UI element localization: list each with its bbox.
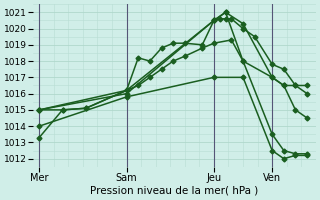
X-axis label: Pression niveau de la mer( hPa ): Pression niveau de la mer( hPa ) [91, 186, 259, 196]
